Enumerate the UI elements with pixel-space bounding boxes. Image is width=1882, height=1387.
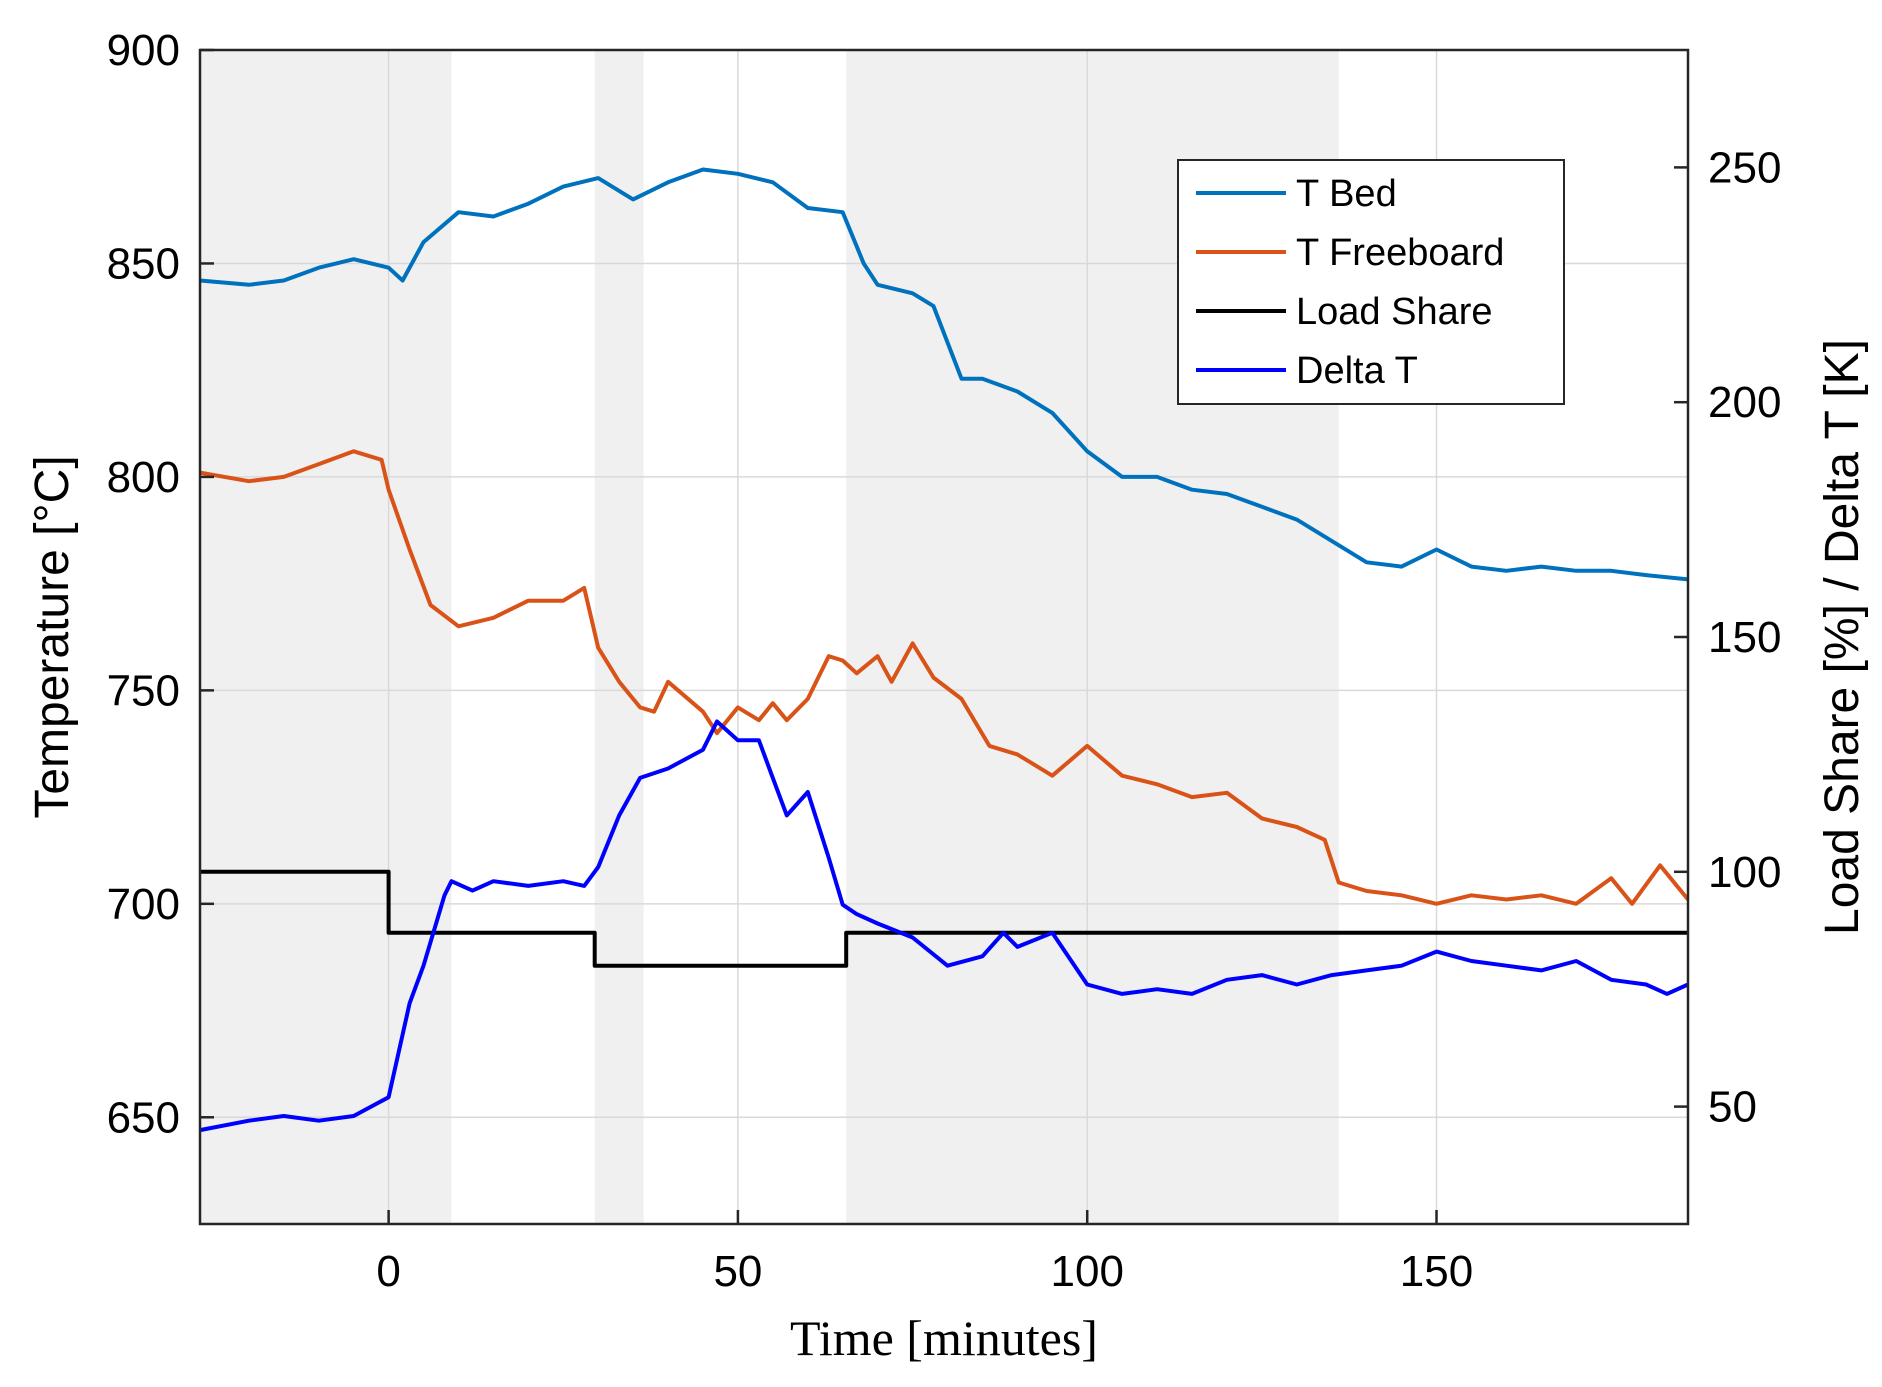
y-left-tick-label: 850 bbox=[107, 239, 180, 288]
legend-label-t-freeboard: T Freeboard bbox=[1296, 232, 1504, 274]
y-left-tick-label: 700 bbox=[107, 880, 180, 929]
y-left-tick-label: 650 bbox=[107, 1093, 180, 1142]
x-axis-title: Time [minutes] bbox=[790, 1310, 1098, 1366]
shading-layer bbox=[200, 50, 1339, 1224]
series-line-t-freeboard bbox=[199, 449, 1690, 906]
legend-label-delta-t: Delta T bbox=[1296, 350, 1418, 392]
y-right-tick-label: 100 bbox=[1708, 848, 1781, 897]
y-axis-right: 50 100 150 200 250 bbox=[1674, 143, 1781, 1132]
legend-label-t-bed: T Bed bbox=[1296, 173, 1397, 215]
y-axis-right-title: Load Share [%] / Delta T [K] bbox=[1816, 339, 1869, 935]
shaded-interval bbox=[594, 50, 644, 1224]
x-axis: 0 50 100 150 bbox=[376, 1210, 1473, 1296]
y-left-tick-label: 900 bbox=[107, 26, 180, 75]
x-tick-label: 50 bbox=[713, 1247, 762, 1296]
legend-entries: T Bed T Freeboard Load Share Delta T bbox=[1196, 173, 1504, 392]
legend: T Bed T Freeboard Load Share Delta T bbox=[1177, 159, 1565, 405]
x-tick-label: 100 bbox=[1051, 1247, 1124, 1296]
x-tick-label: 150 bbox=[1400, 1247, 1473, 1296]
y-axis-left-title: Temperature [°C] bbox=[26, 455, 79, 818]
y-right-tick-label: 200 bbox=[1708, 378, 1781, 427]
series-line-load-share bbox=[200, 869, 1688, 968]
y-left-tick-label: 750 bbox=[107, 666, 180, 715]
legend-label-load-share: Load Share bbox=[1296, 291, 1493, 333]
shaded-interval bbox=[200, 50, 452, 1224]
y-right-tick-label: 50 bbox=[1708, 1083, 1757, 1132]
y-right-tick-label: 150 bbox=[1708, 613, 1781, 662]
series-layer bbox=[199, 167, 1690, 1133]
y-right-tick-label: 250 bbox=[1708, 143, 1781, 192]
series-line-t-bed bbox=[199, 167, 1689, 582]
y-left-tick-label: 800 bbox=[107, 453, 180, 502]
series-line-delta-t bbox=[199, 719, 1689, 1133]
y-axis-left: 650 700 750 800 850 900 bbox=[107, 26, 214, 1142]
x-tick-label: 0 bbox=[376, 1247, 400, 1296]
legend-box bbox=[1177, 159, 1565, 405]
